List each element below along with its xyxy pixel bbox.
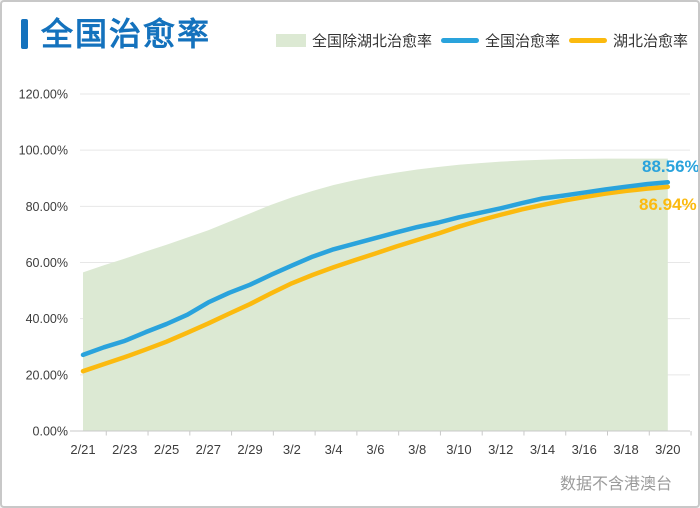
svg-text:0.00%: 0.00% xyxy=(33,425,68,439)
svg-text:120.00%: 120.00% xyxy=(19,88,68,102)
legend-label: 湖北治愈率 xyxy=(612,33,688,50)
svg-text:2/27: 2/27 xyxy=(196,442,221,457)
page-title: 全国治愈率 xyxy=(21,17,211,51)
svg-text:3/6: 3/6 xyxy=(366,442,384,457)
svg-text:2/23: 2/23 xyxy=(112,442,137,457)
svg-text:3/2: 3/2 xyxy=(283,442,301,457)
svg-text:3/8: 3/8 xyxy=(408,442,426,457)
svg-text:3/12: 3/12 xyxy=(488,442,513,457)
svg-text:2/29: 2/29 xyxy=(237,442,262,457)
line-swatch-icon xyxy=(568,38,607,43)
svg-text:3/14: 3/14 xyxy=(530,442,555,457)
svg-text:3/4: 3/4 xyxy=(325,442,343,457)
svg-text:2/21: 2/21 xyxy=(70,442,95,457)
svg-text:3/20: 3/20 xyxy=(655,442,680,457)
legend-label: 全国治愈率 xyxy=(484,33,560,50)
data-scope-footnote: 数据不含港澳台 xyxy=(559,476,672,493)
svg-text:100.00%: 100.00% xyxy=(19,144,68,158)
svg-text:3/10: 3/10 xyxy=(446,442,471,457)
legend-item-hubei[interactable]: 湖北治愈率 xyxy=(568,30,688,51)
title-accent-bar xyxy=(21,19,28,49)
area-swatch-icon xyxy=(275,34,306,47)
legend-label: 全国除湖北治愈率 xyxy=(311,33,432,50)
svg-text:60.00%: 60.00% xyxy=(26,256,68,270)
hubei-rate-end-value: 86.94% xyxy=(639,195,697,214)
line-swatch-icon xyxy=(440,38,479,43)
svg-text:40.00%: 40.00% xyxy=(26,312,68,326)
chart-legend: 全国除湖北治愈率 全国治愈率 湖北治愈率 xyxy=(267,30,688,51)
svg-text:80.00%: 80.00% xyxy=(26,200,68,214)
svg-text:3/18: 3/18 xyxy=(613,442,638,457)
svg-text:3/16: 3/16 xyxy=(572,442,597,457)
legend-item-national[interactable]: 全国治愈率 xyxy=(440,30,560,51)
svg-text:20.00%: 20.00% xyxy=(26,368,68,382)
page-title-text: 全国治愈率 xyxy=(41,16,212,52)
national-rate-end-value: 88.56% xyxy=(642,157,700,176)
legend-item-ex-hubei[interactable]: 全国除湖北治愈率 xyxy=(275,30,432,51)
svg-text:2/25: 2/25 xyxy=(154,442,179,457)
